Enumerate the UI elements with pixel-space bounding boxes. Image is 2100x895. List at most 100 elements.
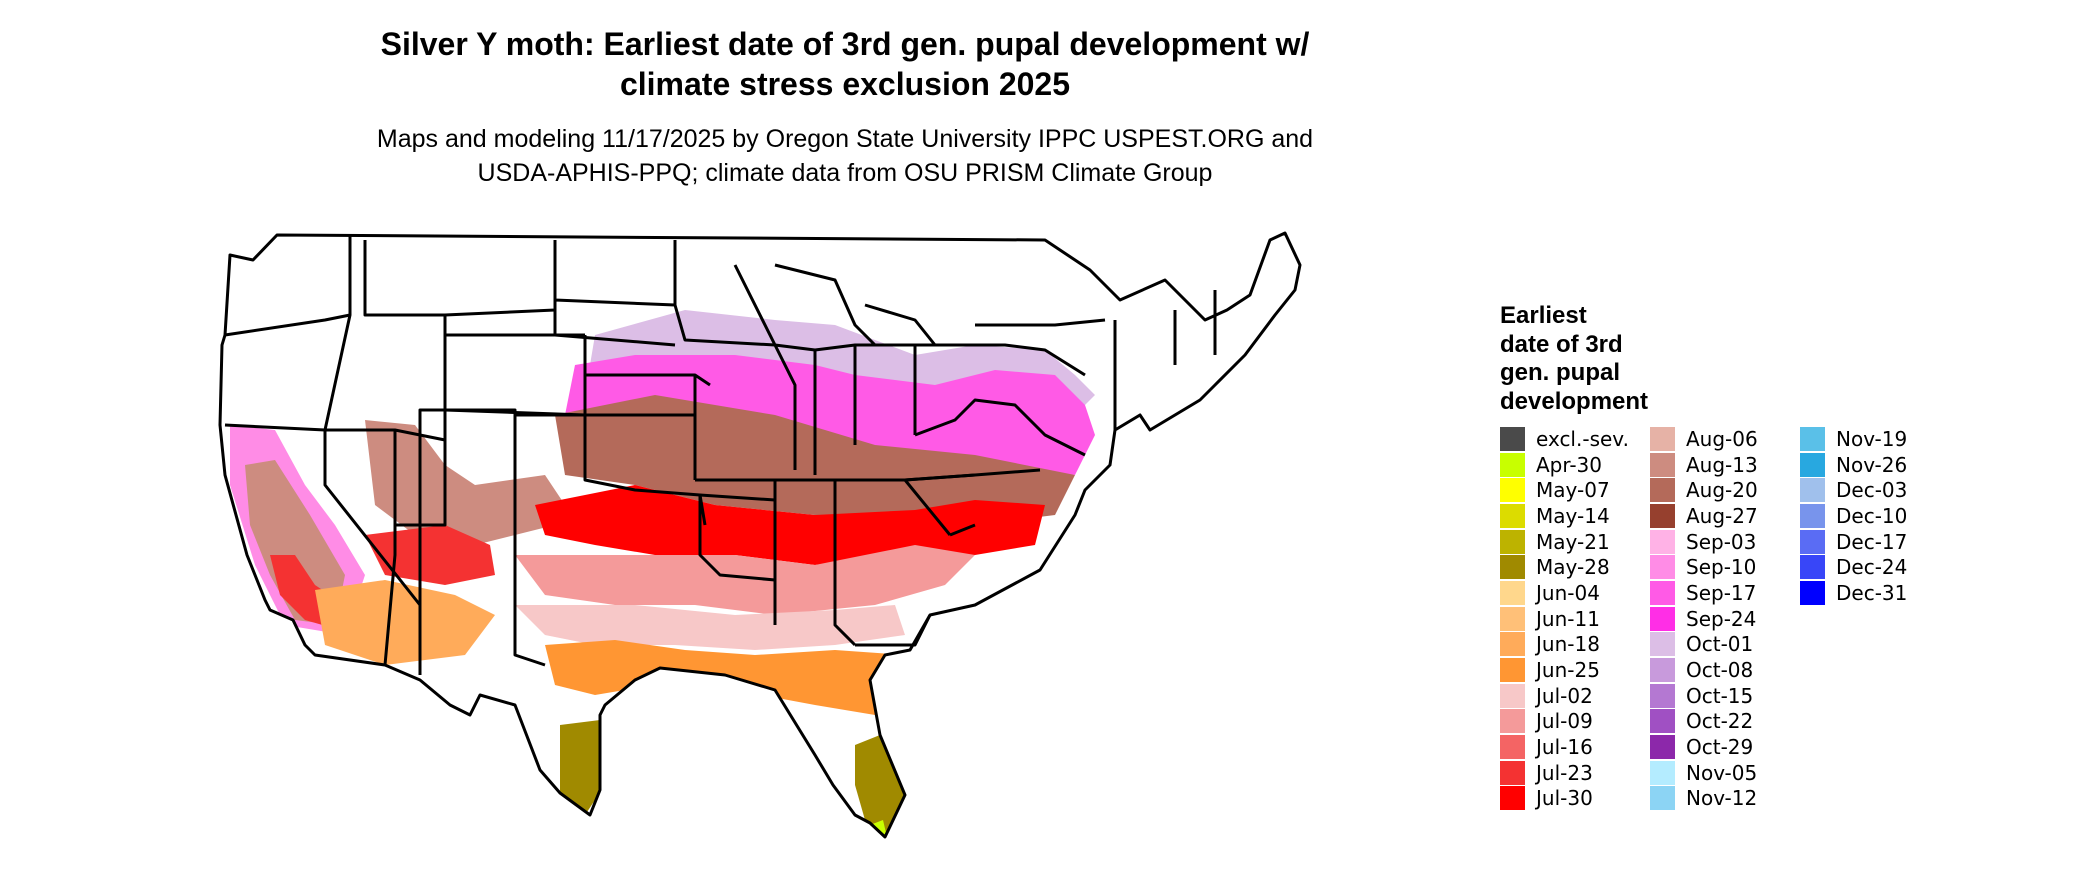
legend-item: Jul-30 bbox=[1500, 786, 1650, 812]
legend-item: Sep-10 bbox=[1650, 554, 1800, 580]
legend-item: Jun-25 bbox=[1500, 657, 1650, 683]
legend-swatch bbox=[1500, 478, 1525, 503]
us-map bbox=[218, 231, 1302, 839]
legend-item: May-14 bbox=[1500, 503, 1650, 529]
zone-jul-late bbox=[535, 485, 1045, 565]
legend-item: Oct-08 bbox=[1650, 657, 1800, 683]
legend-label: Nov-26 bbox=[1836, 452, 1908, 477]
map-subtitle-line-1: Maps and modeling 11/17/2025 by Oregon S… bbox=[376, 125, 1314, 153]
legend-label: May-07 bbox=[1536, 478, 1610, 503]
legend-swatch bbox=[1500, 683, 1525, 708]
legend-item: Aug-20 bbox=[1650, 477, 1800, 503]
zone-jul-early bbox=[515, 605, 905, 650]
legend-swatch bbox=[1500, 709, 1525, 734]
legend-item: Nov-26 bbox=[1800, 452, 1950, 478]
legend-label: Oct-29 bbox=[1686, 735, 1754, 760]
legend-column: Aug-06 Aug-13 Aug-20 Aug-27 Sep-03 Sep-10 Sep-… bbox=[1650, 426, 1800, 811]
legend-item: Dec-17 bbox=[1800, 529, 1950, 555]
legend-item: Aug-27 bbox=[1650, 503, 1800, 529]
legend-label: Dec-03 bbox=[1836, 478, 1908, 503]
legend-swatch bbox=[1500, 786, 1525, 811]
legend-label: Jun-18 bbox=[1536, 632, 1600, 657]
legend-label: Sep-24 bbox=[1686, 606, 1757, 631]
legend-label: Sep-17 bbox=[1686, 580, 1757, 605]
legend-item: Nov-12 bbox=[1650, 786, 1800, 812]
legend-item: Oct-15 bbox=[1650, 683, 1800, 709]
legend-label: Apr-30 bbox=[1536, 452, 1602, 477]
state-line-ca-nv bbox=[323, 430, 422, 606]
map-title-line-2: climate stress exclusion 2025 bbox=[619, 66, 1071, 102]
legend-item: excl.-sev. bbox=[1500, 426, 1650, 452]
legend-swatch bbox=[1800, 555, 1825, 580]
legend-label: May-21 bbox=[1536, 529, 1610, 554]
legend-item: Sep-24 bbox=[1650, 606, 1800, 632]
legend-title: Earliest date of 3rd gen. pupal developm… bbox=[1500, 302, 1700, 416]
legend-column: Nov-19 Nov-26 Dec-03 Dec-10 Dec-17 Dec-24 Dec-… bbox=[1800, 426, 1950, 811]
legend-label: Nov-12 bbox=[1686, 786, 1758, 811]
legend-swatch bbox=[1650, 760, 1675, 785]
zone-jun-sw bbox=[315, 580, 495, 665]
legend-item: May-28 bbox=[1500, 554, 1650, 580]
legend-swatch bbox=[1650, 683, 1675, 708]
us-outline bbox=[218, 231, 1302, 839]
legend-swatch bbox=[1650, 452, 1675, 477]
legend-swatch bbox=[1650, 580, 1675, 605]
state-line-pa-ny bbox=[915, 318, 1106, 377]
legend-label: Aug-20 bbox=[1686, 478, 1758, 503]
legend-label: Oct-08 bbox=[1686, 658, 1754, 683]
legend-item: Jun-04 bbox=[1500, 580, 1650, 606]
legend-swatch bbox=[1500, 503, 1525, 528]
legend-swatch bbox=[1500, 426, 1525, 451]
legend-title-line-4: development bbox=[1500, 387, 1649, 415]
legend-swatch bbox=[1650, 786, 1675, 811]
development-date-zones bbox=[230, 310, 1095, 837]
state-line-ok-tx bbox=[515, 413, 707, 526]
legend-item: Jul-23 bbox=[1500, 760, 1650, 786]
state-line-or-ca bbox=[224, 423, 326, 432]
legend-title-line-1: Earliest bbox=[1500, 302, 1587, 329]
legend-swatch bbox=[1650, 555, 1675, 580]
legend-item: Sep-03 bbox=[1650, 529, 1800, 555]
map-subtitle-line-2: USDA-APHIS-PPQ; climate data from OSU PR… bbox=[477, 159, 1213, 187]
legend-item: Jul-16 bbox=[1500, 734, 1650, 760]
legend-swatch bbox=[1650, 709, 1675, 734]
legend-label: Jun-11 bbox=[1536, 606, 1600, 631]
legend-label: Jul-23 bbox=[1536, 760, 1593, 785]
legend-swatch bbox=[1500, 452, 1525, 477]
legend-swatch bbox=[1650, 426, 1675, 451]
legend-swatch bbox=[1650, 503, 1675, 528]
legend-label: Aug-13 bbox=[1686, 452, 1758, 477]
state-line-wv-va bbox=[914, 398, 1086, 457]
legend-item: Jul-09 bbox=[1500, 709, 1650, 735]
legend-swatch bbox=[1800, 478, 1825, 503]
legend-label: Jul-09 bbox=[1536, 709, 1593, 734]
legend-swatch bbox=[1800, 503, 1825, 528]
legend-swatch bbox=[1500, 658, 1525, 683]
map-subtitle: Maps and modeling 11/17/2025 by Oregon S… bbox=[220, 122, 1470, 190]
legend-swatch bbox=[1500, 760, 1525, 785]
state-borders bbox=[218, 231, 1302, 839]
state-line-ms-al bbox=[773, 480, 857, 647]
legend-label: Dec-31 bbox=[1836, 580, 1908, 605]
legend-label: excl.-sev. bbox=[1536, 426, 1629, 451]
state-line-id bbox=[323, 235, 447, 442]
legend-item: May-21 bbox=[1500, 529, 1650, 555]
legend-label: Nov-19 bbox=[1836, 426, 1908, 451]
legend-item: Jun-18 bbox=[1500, 632, 1650, 658]
legend-column: excl.-sev. Apr-30 May-07 May-14 May-21 May-28… bbox=[1500, 426, 1650, 811]
legend-item: Oct-01 bbox=[1650, 632, 1800, 658]
state-line-mn-ia bbox=[673, 240, 776, 347]
state-line-sc-nc bbox=[904, 468, 1041, 537]
legend-columns: excl.-sev. Apr-30 May-07 May-14 May-21 May-28… bbox=[1500, 426, 2060, 811]
legend-swatch bbox=[1500, 529, 1525, 554]
legend-label: Dec-10 bbox=[1836, 503, 1908, 528]
legend-label: Jun-04 bbox=[1536, 580, 1600, 605]
legend-swatch bbox=[1500, 735, 1525, 760]
state-line-michigan bbox=[774, 263, 937, 347]
legend-item: Dec-10 bbox=[1800, 503, 1950, 529]
legend-label: Oct-15 bbox=[1686, 683, 1754, 708]
state-line-az bbox=[383, 525, 397, 666]
legend-item: May-07 bbox=[1500, 477, 1650, 503]
legend-item: Dec-31 bbox=[1800, 580, 1950, 606]
legend-label: Sep-10 bbox=[1686, 555, 1757, 580]
